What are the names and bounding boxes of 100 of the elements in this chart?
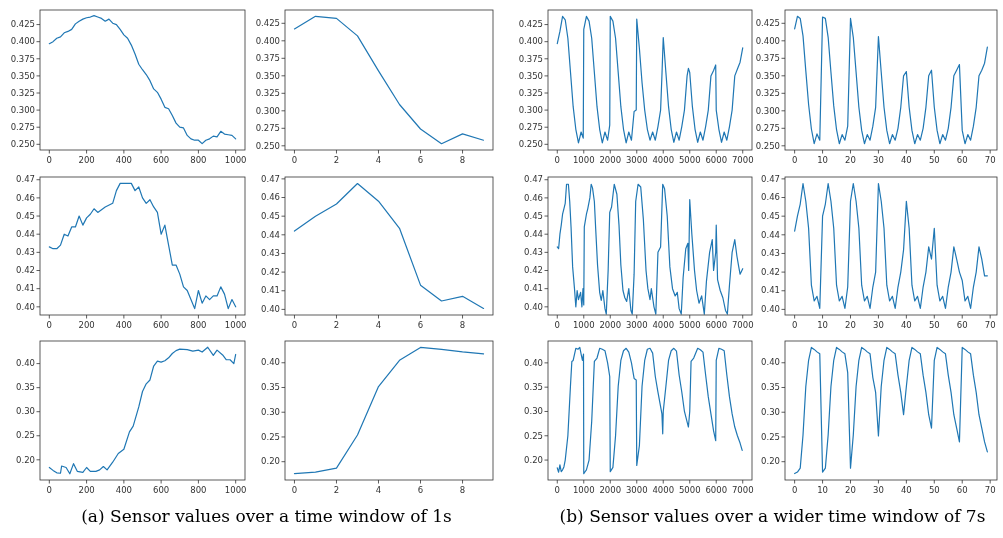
x-tick-label: 5000 [678, 485, 701, 495]
x-tick-label: 0 [554, 320, 560, 330]
x-tick-label: 30 [873, 485, 884, 495]
y-tick-label: 0.42 [261, 266, 280, 277]
x-tick-label: 600 [153, 155, 170, 165]
x-tick-label: 5000 [678, 155, 701, 165]
y-tick-label: 0.41 [524, 283, 543, 294]
y-tick-label: 0.43 [261, 248, 280, 259]
y-tick-label: 0.325 [755, 88, 780, 99]
line-series [556, 346, 743, 475]
y-tick-label: 0.35 [761, 382, 780, 393]
y-tick-label: 0.30 [524, 406, 543, 417]
x-tick-label: 1000 [572, 485, 595, 495]
y-tick-label: 0.375 [518, 53, 543, 64]
x-tick-label: 10 [817, 485, 828, 495]
y-tick-label: 0.46 [524, 192, 543, 203]
x-tick-label: 8 [459, 485, 466, 495]
y-tick-label: 0.42 [761, 266, 780, 277]
x-tick-label: 0 [291, 320, 298, 330]
y-tick-label: 0.20 [761, 456, 780, 467]
y-tick-label: 0.300 [10, 104, 35, 115]
x-tick-label: 800 [190, 320, 207, 330]
y-tick-label: 0.44 [761, 229, 780, 240]
y-tick-label: 0.47 [261, 173, 280, 184]
y-tick-label: 0.40 [16, 358, 35, 369]
x-tick-label: 200 [78, 155, 95, 165]
x-tick-label: 60 [956, 320, 968, 330]
x-tick-label: 4000 [652, 485, 675, 495]
y-tick-label: 0.40 [761, 357, 780, 368]
x-tick-label: 60 [956, 155, 968, 165]
x-tick-label: 0 [46, 485, 53, 495]
x-tick-label: 60 [956, 485, 968, 495]
x-tick-label: 1000 [224, 485, 247, 495]
y-tick-label: 0.47 [16, 174, 35, 185]
x-tick-label: 20 [845, 155, 856, 165]
x-tick-label: 0 [791, 320, 798, 330]
y-tick-label: 0.300 [518, 104, 543, 115]
y-tick-label: 0.42 [524, 265, 543, 276]
x-tick-label: 6000 [705, 485, 728, 495]
x-tick-label: 50 [928, 155, 940, 165]
x-tick-label: 10 [817, 155, 828, 165]
text: (a) Sensor values over a time window of 1s [81, 506, 452, 526]
y-tick-label: 0.350 [10, 70, 35, 81]
x-tick-label: 6000 [705, 155, 728, 165]
x-tick-label: 2000 [599, 485, 622, 495]
x-tick-label: 8 [459, 155, 466, 165]
x-tick-label: 40 [900, 485, 912, 495]
x-tick-label: 4000 [652, 320, 675, 330]
x-tick-label: 400 [115, 485, 132, 495]
y-tick-label: 0.300 [755, 105, 780, 116]
y-tick-label: 0.30 [16, 406, 35, 417]
x-tick-label: 3000 [625, 155, 648, 165]
x-tick-label: 40 [900, 155, 912, 165]
y-tick-label: 0.250 [10, 139, 35, 150]
y-tick-label: 0.325 [518, 87, 543, 98]
x-tick-label: 1000 [224, 320, 247, 330]
y-tick-label: 0.425 [10, 19, 35, 30]
line-series [48, 346, 237, 475]
x-tick-label: 30 [873, 320, 884, 330]
x-tick-label: 70 [984, 320, 996, 330]
line-series [48, 15, 237, 145]
y-tick-label: 0.43 [761, 248, 780, 259]
y-tick-label: 0.375 [255, 53, 280, 64]
y-tick-label: 0.35 [16, 382, 35, 393]
x-tick-label: 0 [791, 485, 798, 495]
line-series [293, 15, 485, 145]
x-tick-label: 1000 [572, 320, 595, 330]
x-tick-label: 6 [417, 485, 424, 495]
y-tick-label: 0.425 [518, 19, 543, 30]
y-tick-label: 0.250 [518, 139, 543, 150]
y-tick-label: 0.47 [524, 174, 543, 185]
y-tick-label: 0.44 [16, 228, 35, 239]
y-tick-label: 0.300 [255, 105, 280, 116]
y-tick-label: 0.47 [761, 173, 780, 184]
y-tick-label: 0.40 [261, 357, 280, 368]
y-tick-label: 0.44 [524, 228, 543, 239]
y-tick-label: 0.40 [761, 304, 780, 315]
x-tick-label: 0 [554, 485, 560, 495]
y-tick-label: 0.325 [10, 87, 35, 98]
y-tick-label: 0.43 [524, 247, 543, 258]
y-tick-label: 0.350 [755, 70, 780, 81]
y-tick-label: 0.41 [261, 285, 280, 296]
x-tick-label: 0 [791, 155, 798, 165]
line-series [794, 15, 988, 145]
y-tick-label: 0.425 [755, 18, 780, 29]
y-tick-label: 0.40 [261, 304, 280, 315]
y-tick-label: 0.400 [255, 35, 280, 46]
x-tick-label: 0 [46, 155, 53, 165]
y-tick-label: 0.45 [761, 210, 780, 221]
y-tick-label: 0.35 [524, 381, 543, 392]
line-series [293, 182, 485, 310]
y-tick-label: 0.30 [761, 406, 780, 417]
line-series [794, 182, 988, 310]
x-tick-label: 70 [984, 485, 996, 495]
y-tick-label: 0.41 [761, 285, 780, 296]
line-series [794, 346, 988, 475]
x-tick-label: 0 [46, 320, 53, 330]
y-tick-label: 0.20 [16, 454, 35, 465]
y-tick-label: 0.275 [255, 123, 280, 134]
y-tick-label: 0.425 [255, 18, 280, 29]
